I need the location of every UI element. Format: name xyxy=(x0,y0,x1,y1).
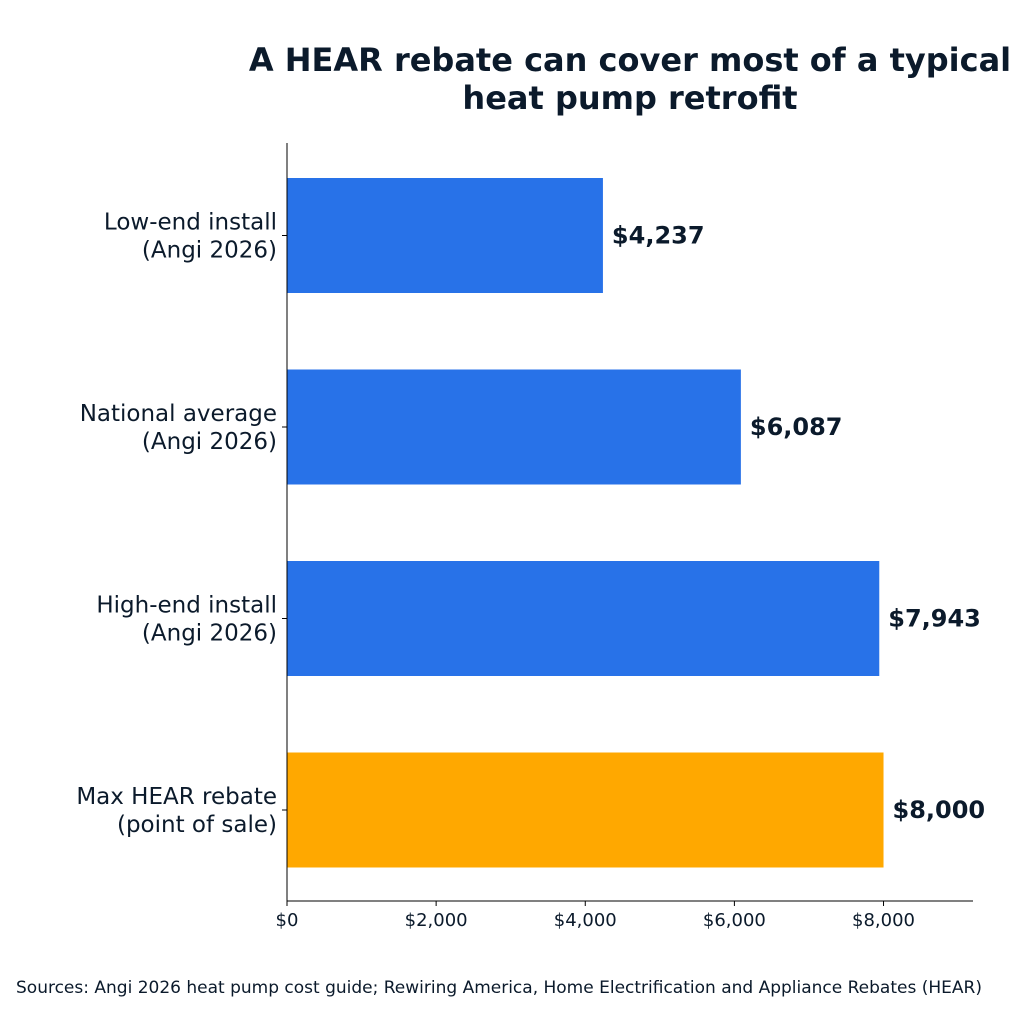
bar-value-label: $7,943 xyxy=(888,605,981,633)
bar-value-label: $4,237 xyxy=(612,222,705,250)
x-tick-label: $8,000 xyxy=(852,910,915,931)
source-note: Sources: Angi 2026 heat pump cost guide;… xyxy=(16,978,982,998)
chart-title-line: heat pump retrofit xyxy=(462,79,797,117)
x-tick-label: $4,000 xyxy=(554,910,617,931)
bar xyxy=(287,178,603,293)
category-label: (Angi 2026) xyxy=(142,429,277,455)
bar-value-label: $8,000 xyxy=(893,796,986,824)
bar xyxy=(287,752,884,868)
x-tick-label: $0 xyxy=(276,910,299,931)
x-tick-label: $6,000 xyxy=(703,910,766,931)
category-label: (point of sale) xyxy=(117,812,277,838)
bar-value-label: $6,087 xyxy=(750,413,843,441)
chart-title-line: A HEAR rebate can cover most of a typica… xyxy=(249,41,1011,79)
category-label: National average xyxy=(80,401,277,427)
bar xyxy=(287,369,741,485)
category-label: (Angi 2026) xyxy=(142,238,277,264)
category-label: Max HEAR rebate xyxy=(76,784,277,810)
bar xyxy=(287,561,880,676)
category-label: (Angi 2026) xyxy=(142,621,277,647)
category-label: High-end install xyxy=(96,593,277,619)
axes: $0 $2,000 $4,000 $6,000 $8,000 xyxy=(276,143,973,931)
category-label: Low-end install xyxy=(104,210,277,236)
chart-title: A HEAR rebate can cover most of a typica… xyxy=(249,41,1011,117)
x-tick-label: $2,000 xyxy=(405,910,468,931)
